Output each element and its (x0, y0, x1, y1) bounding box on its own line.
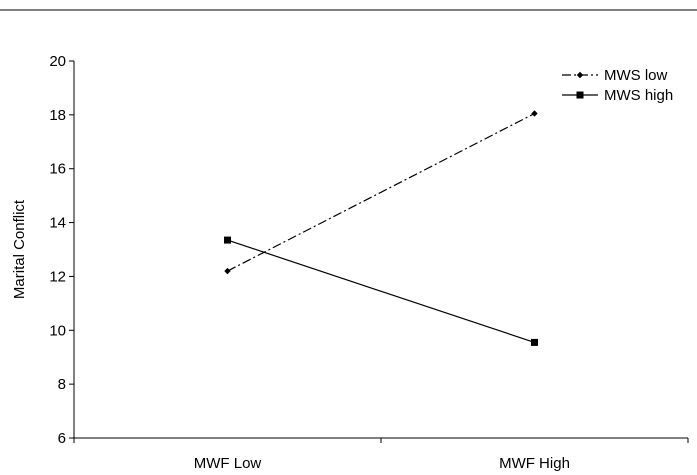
y-tick-label: 14 (49, 215, 66, 232)
plot-axes (73, 61, 688, 439)
series-line (227, 112, 535, 272)
data-point-marker (531, 338, 538, 346)
legend-entry: MWS high (562, 87, 673, 104)
x-tick-label: MWF High (499, 455, 570, 472)
data-point-marker (224, 236, 231, 244)
y-tick-label: 12 (49, 268, 66, 285)
legend-marker (576, 91, 584, 99)
y-tick-label: 20 (49, 53, 66, 70)
y-tick-label: 8 (58, 376, 66, 393)
legend-entry: MWS low (562, 67, 668, 84)
y-axis-title: Marital Conflict (11, 199, 28, 299)
series-layer (224, 110, 538, 346)
x-axis-ticks: MWF Low MWF High (73, 438, 689, 472)
x-tick-label: MWF Low (194, 455, 262, 472)
y-tick-label: 16 (49, 161, 66, 178)
series-mws-low (224, 110, 538, 275)
series-line (227, 239, 535, 343)
series-mws-high (224, 236, 538, 346)
y-tick-label: 10 (49, 322, 66, 339)
y-tick-label: 6 (58, 430, 66, 447)
legend-label: MWS high (604, 87, 673, 104)
y-tick-label: 18 (49, 107, 66, 124)
legend-label: MWS low (604, 67, 668, 84)
data-point-marker (224, 267, 231, 275)
legend: MWS low MWS high (562, 67, 673, 104)
data-point-marker (531, 110, 538, 117)
y-axis-ticks: 6 8 10 12 14 16 18 20 (49, 53, 74, 447)
legend-marker (576, 71, 584, 79)
